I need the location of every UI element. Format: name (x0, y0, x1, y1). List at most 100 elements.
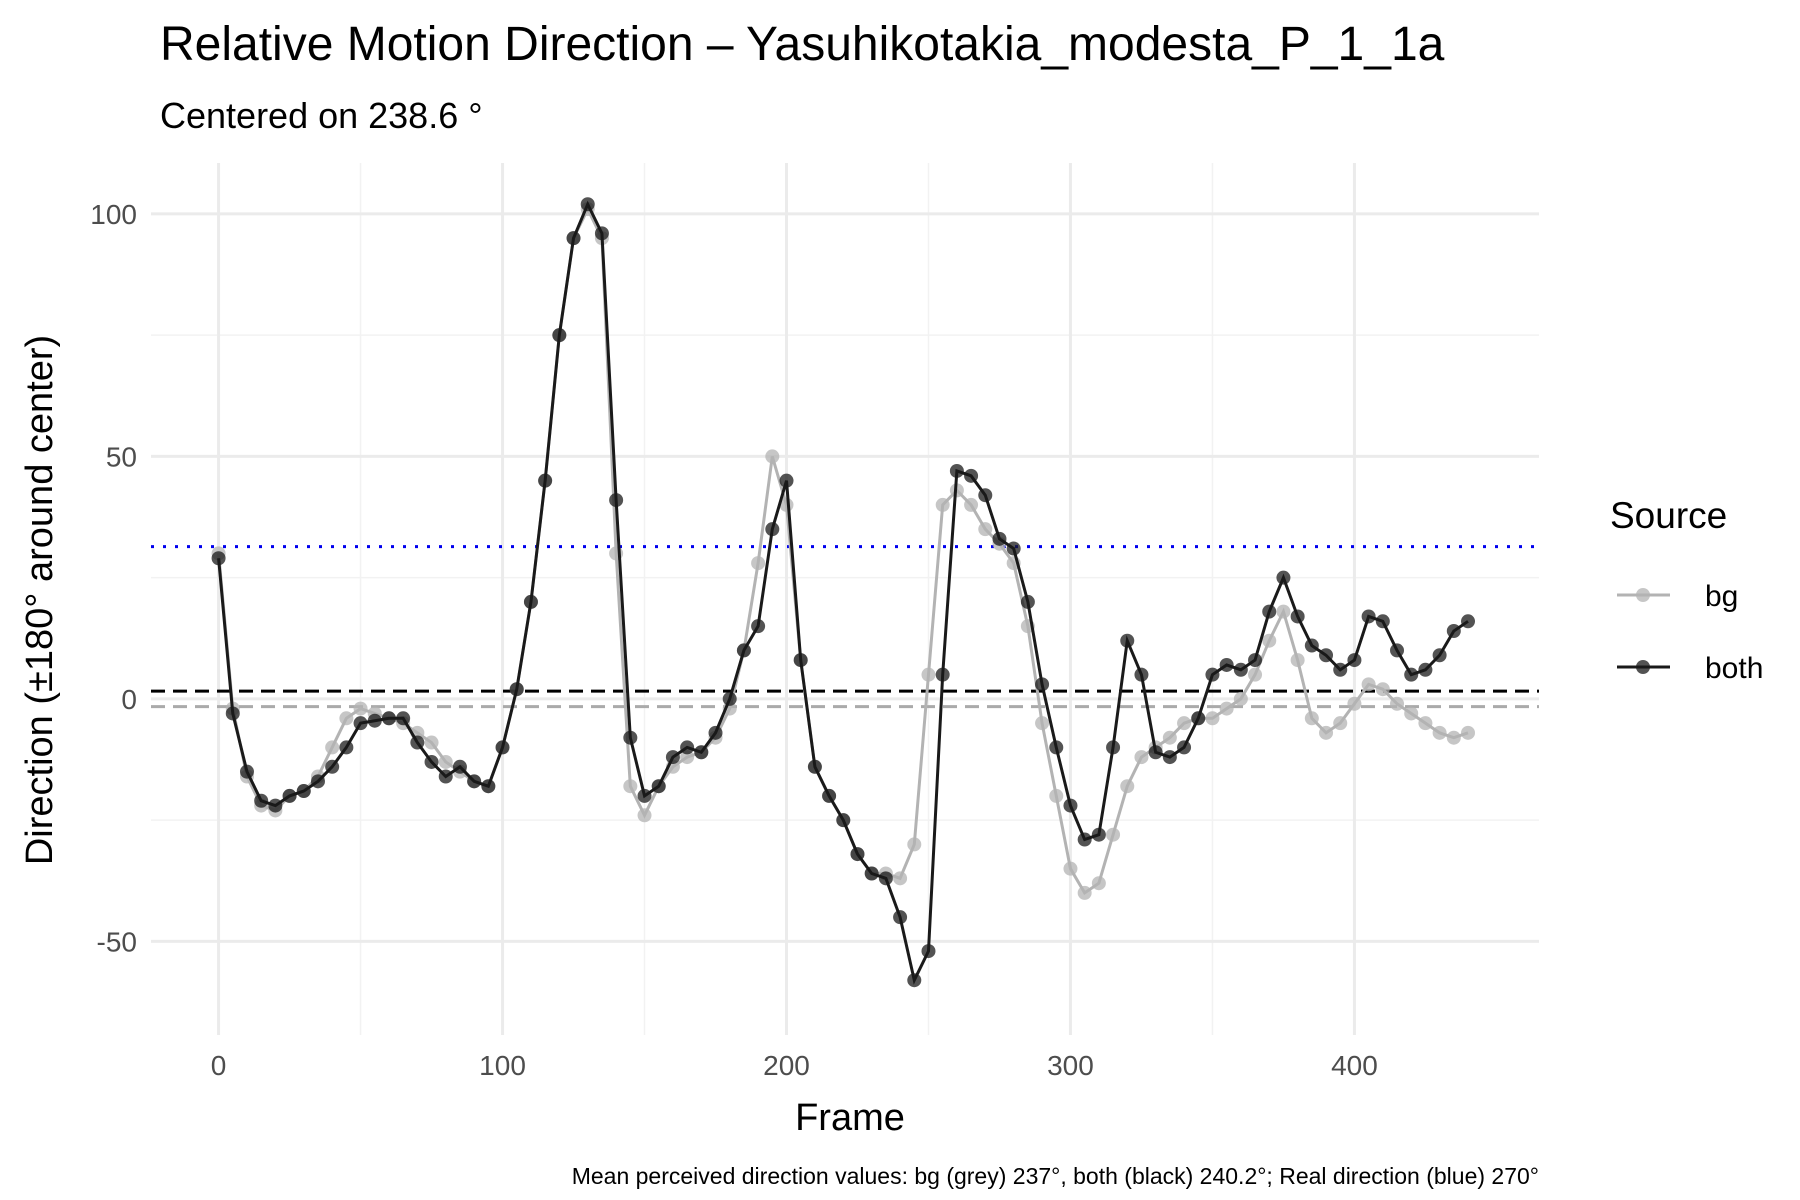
legend-label: bg (1705, 580, 1738, 613)
data-point (424, 754, 439, 769)
data-point (1248, 667, 1263, 682)
data-point (978, 522, 993, 537)
legend-key-point (1636, 588, 1650, 602)
data-point (296, 784, 311, 799)
data-point (1233, 691, 1248, 706)
legend-key-point (1636, 660, 1650, 674)
caption: Mean perceived direction values: bg (gre… (572, 1163, 1539, 1189)
data-point (566, 231, 581, 246)
data-point (424, 735, 439, 750)
data-point (1077, 832, 1092, 847)
data-point (268, 798, 283, 813)
data-point (1191, 711, 1206, 726)
x-axis-title: Frame (795, 1097, 905, 1139)
data-point (893, 871, 908, 886)
data-point (779, 473, 794, 488)
data-point (850, 847, 865, 862)
data-point (410, 735, 425, 750)
x-tick-label: 400 (1331, 1050, 1378, 1081)
data-point (1276, 570, 1291, 585)
data-point (1205, 667, 1220, 682)
data-point (1049, 740, 1064, 755)
chart-subtitle: Centered on 238.6 ° (160, 95, 483, 136)
data-point (353, 701, 368, 716)
data-point (964, 497, 979, 512)
data-point (1020, 594, 1035, 609)
data-point (708, 725, 723, 740)
data-point (396, 711, 411, 726)
data-point (1106, 827, 1121, 842)
data-point (1134, 667, 1149, 682)
data-point (1006, 541, 1021, 556)
data-point (1177, 740, 1192, 755)
data-point (467, 774, 482, 789)
data-point (637, 788, 652, 803)
data-point (1404, 706, 1419, 721)
y-axis-title: Direction (±180° around center) (19, 335, 61, 865)
data-point (523, 594, 538, 609)
data-point (339, 711, 354, 726)
data-point (992, 531, 1007, 546)
data-point (893, 910, 908, 925)
data-point (935, 497, 950, 512)
data-point (1162, 730, 1177, 745)
data-point (949, 463, 964, 478)
data-point (978, 488, 993, 503)
data-point (1418, 662, 1433, 677)
data-point (325, 759, 340, 774)
data-point (623, 779, 638, 794)
data-point (921, 667, 936, 682)
data-point (1262, 604, 1277, 619)
data-point (1177, 716, 1192, 731)
data-point (765, 449, 780, 464)
data-point (1361, 609, 1376, 624)
data-point (736, 643, 751, 658)
y-tick-label: 50 (106, 441, 137, 472)
data-point (325, 740, 340, 755)
data-point (1333, 662, 1348, 677)
data-point (1404, 667, 1419, 682)
data-point (353, 716, 368, 731)
data-point (1461, 614, 1476, 629)
data-point (1290, 609, 1305, 624)
data-point (580, 197, 595, 212)
data-point (1205, 711, 1220, 726)
data-point (1120, 633, 1135, 648)
data-point (1361, 677, 1376, 692)
data-point (836, 813, 851, 828)
data-point (1319, 648, 1334, 663)
data-point (807, 759, 822, 774)
data-point (878, 871, 893, 886)
data-point (1390, 696, 1405, 711)
data-point (1262, 633, 1277, 648)
x-tick-label: 100 (479, 1050, 526, 1081)
data-point (1347, 696, 1362, 711)
data-point (935, 667, 950, 682)
data-point (1304, 638, 1319, 653)
x-tick-label: 200 (763, 1050, 810, 1081)
data-point (367, 713, 382, 728)
data-point (594, 226, 609, 241)
data-point (1091, 876, 1106, 891)
data-point (1461, 725, 1476, 740)
x-tick-label: 300 (1047, 1050, 1094, 1081)
data-point (1063, 861, 1078, 876)
data-point (1446, 730, 1461, 745)
data-point (1446, 624, 1461, 639)
data-point (1063, 798, 1078, 813)
data-point (751, 556, 766, 571)
data-point (1091, 827, 1106, 842)
data-point (765, 522, 780, 537)
data-point (1077, 885, 1092, 900)
data-point (452, 759, 467, 774)
series-0 (211, 202, 1476, 900)
data-point (1418, 716, 1433, 731)
series-1 (211, 197, 1476, 988)
data-point (1162, 750, 1177, 765)
data-point (822, 788, 837, 803)
data-point (1106, 740, 1121, 755)
data-point (481, 779, 496, 794)
grid (151, 163, 1539, 1035)
data-point (509, 682, 524, 697)
